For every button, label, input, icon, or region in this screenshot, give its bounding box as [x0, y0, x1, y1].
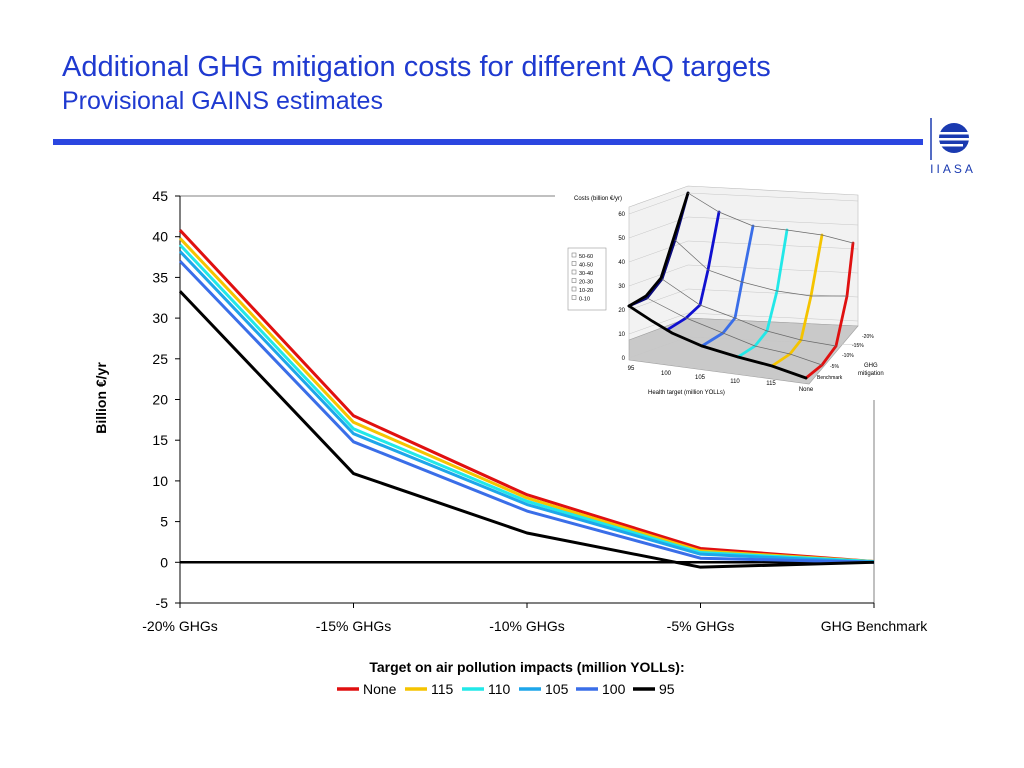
series-line-95 — [178, 290, 875, 569]
legend-title: Target on air pollution impacts (million… — [369, 659, 684, 675]
inset-x-tick: 105 — [695, 375, 706, 381]
y-tick-label: 30 — [152, 310, 168, 326]
legend-item-110: 110 — [462, 681, 511, 697]
inset-z-tick: 40 — [618, 260, 625, 266]
inset-mesh-line — [661, 278, 837, 347]
inset-curve-edge — [627, 191, 690, 308]
inset-y-tick: -5% — [830, 364, 839, 370]
inset-z-tick: 20 — [618, 308, 625, 314]
inset-z-label: Costs (billion €/yr) — [574, 196, 622, 202]
inset-grid-line — [628, 264, 859, 287]
series-line-100 — [178, 260, 875, 564]
inset-x-label: Health target (million YOLLs) — [648, 390, 725, 396]
inset-y-tick: Benchmark — [817, 375, 843, 381]
inset-y-label-2: mitigation — [858, 371, 884, 377]
legend: None 115 110 105 100 95 — [337, 681, 675, 697]
inset-mesh-line — [687, 192, 854, 244]
y-tick-label: 15 — [152, 432, 168, 448]
inset-z-tick: 60 — [618, 212, 625, 218]
series-line-none — [178, 229, 875, 563]
inset-y-tick: -20% — [862, 334, 874, 340]
iiasa-logo-icon: IIASA — [930, 118, 976, 176]
y-tick-label: 45 — [152, 188, 168, 204]
inset-y-tick: -10% — [842, 353, 854, 359]
inset-grid-line — [628, 336, 859, 359]
inset-z-tick: 30 — [618, 284, 625, 290]
y-tick-label: 5 — [160, 514, 168, 530]
inset-legend-label: 50-60 — [579, 254, 593, 260]
legend-item-none: None — [337, 681, 397, 697]
inset-y-label-1: GHG — [864, 363, 878, 369]
inset-legend-label: 20-30 — [579, 280, 593, 286]
y-tick-label: 25 — [152, 351, 168, 367]
inset-z-tick: 0 — [622, 356, 626, 362]
y-tick-label: 40 — [152, 229, 168, 245]
legend-label: None — [363, 681, 397, 697]
inset-legend-label: 40-50 — [579, 263, 593, 269]
inset-grid-line — [628, 216, 859, 239]
inset-x-tick: 110 — [730, 379, 740, 385]
legend-label: 105 — [545, 681, 569, 697]
inset-legend-label: 10-20 — [579, 288, 593, 294]
slide-subtitle: Provisional GAINS estimates — [62, 87, 383, 115]
x-tick-label: -5% GHGs — [667, 618, 735, 634]
x-tick-label: -10% GHGs — [489, 618, 564, 634]
inset-x-tick: 95 — [628, 366, 635, 372]
inset-y-tick: -15% — [852, 343, 864, 349]
inset-grid-line — [628, 312, 859, 335]
series-line-105 — [178, 250, 875, 564]
legend-label: 95 — [659, 681, 675, 697]
y-axis-label: Billion €/yr — [93, 362, 109, 434]
y-tick-label: 20 — [152, 392, 168, 408]
slide-title: Additional GHG mitigation costs for diff… — [62, 51, 771, 83]
chart-axes: -5 0 5 10 15 20 25 30 35 40 45 -20% GHGs -15% GHGs -1… — [142, 188, 928, 634]
inset-z-tick: 10 — [618, 332, 625, 338]
inset-legend-swatch — [571, 269, 577, 275]
legend-item-95: 95 — [633, 681, 675, 697]
inset-3d-chart: Costs (billion €/yr) 0 10 20 30 40 50 60 50-60… — [555, 180, 884, 400]
inset-legend-swatch — [571, 286, 577, 292]
legend-label: 110 — [488, 681, 511, 697]
y-tick-label: 10 — [152, 473, 168, 489]
inset-legend-swatch — [571, 278, 577, 283]
inset-x-tick: 115 — [766, 381, 776, 387]
legend-label: 100 — [602, 681, 626, 697]
inset-legend-swatch — [571, 295, 577, 300]
legend-item-105: 105 — [519, 681, 569, 697]
inset-mesh-line — [646, 297, 823, 366]
y-tick-label: 35 — [152, 269, 168, 285]
inset-legend-label: 30-40 — [579, 271, 593, 277]
legend-item-115: 115 — [405, 681, 454, 697]
x-tick-label: -20% GHGs — [142, 618, 217, 634]
inset-z-tick: 50 — [618, 236, 625, 242]
x-tick-label: -15% GHGs — [316, 618, 391, 634]
chart-series — [178, 229, 875, 569]
inset-x-tick: None — [799, 387, 814, 393]
inset-legend-swatch — [571, 252, 577, 258]
legend-label: 115 — [431, 681, 454, 697]
y-tick-label: -5 — [156, 595, 169, 611]
inset-legend-label: 0-10 — [579, 297, 590, 303]
inset-mesh-line — [674, 239, 848, 297]
inset-x-tick: 100 — [661, 371, 672, 377]
inset-legend-swatch — [571, 261, 577, 266]
title-divider — [53, 139, 923, 145]
y-tick-label: 0 — [160, 554, 168, 570]
inset-grid-line — [628, 240, 859, 263]
x-tick-label: GHG Benchmark — [821, 618, 929, 634]
legend-item-100: 100 — [576, 681, 626, 697]
inset-curve-benchmark — [627, 304, 808, 380]
logo-text: IIASA — [930, 162, 976, 176]
